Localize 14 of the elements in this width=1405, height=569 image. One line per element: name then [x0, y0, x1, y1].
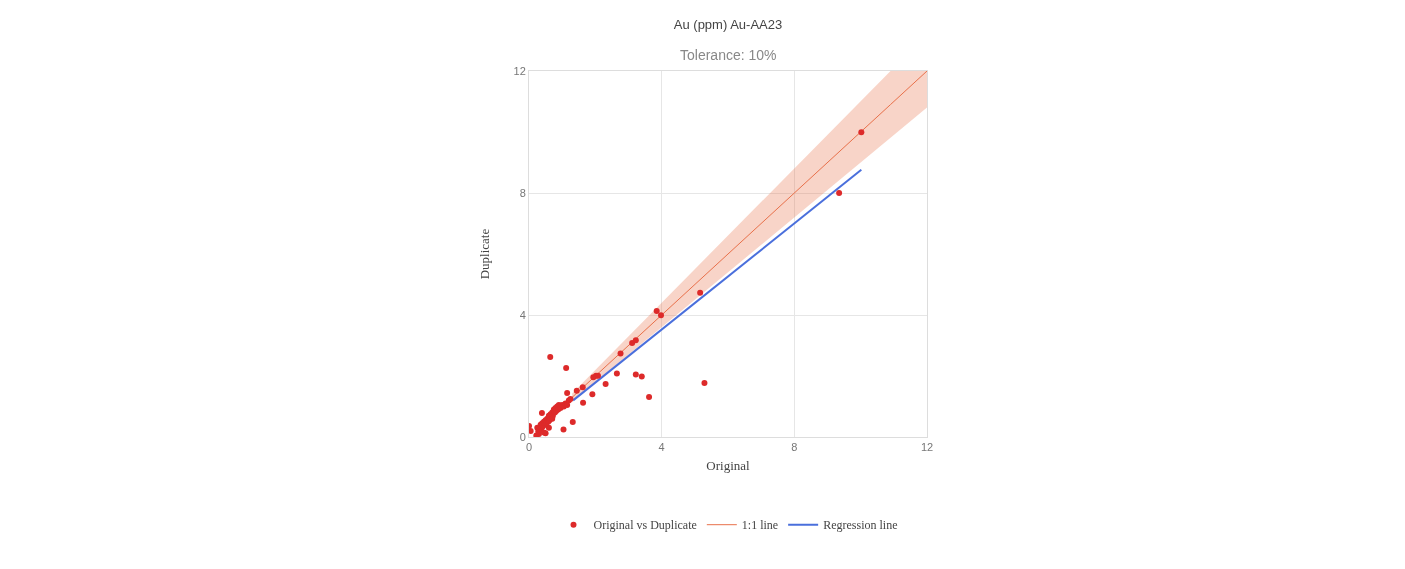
chart-subtitle: Tolerance: 10% — [680, 47, 777, 63]
chart-title: Au (ppm) Au-AA23 — [673, 17, 783, 33]
y-tick-label: 0 — [519, 430, 526, 443]
x-tick-label: 4 — [658, 441, 665, 454]
legend-label: 1:1 line — [741, 518, 779, 533]
y-tick-label: 4 — [519, 308, 526, 321]
legend-label: Regression line — [823, 518, 898, 533]
y-tick-label: 8 — [519, 186, 526, 199]
x-axis-title: Original — [706, 457, 751, 473]
y-axis-title: Duplicate — [477, 228, 493, 280]
x-tick-label: 12 — [920, 441, 934, 454]
y-tick-label: 12 — [513, 64, 526, 77]
legend-label: Original vs Duplicate — [593, 518, 697, 533]
x-tick-label: 8 — [791, 441, 798, 454]
